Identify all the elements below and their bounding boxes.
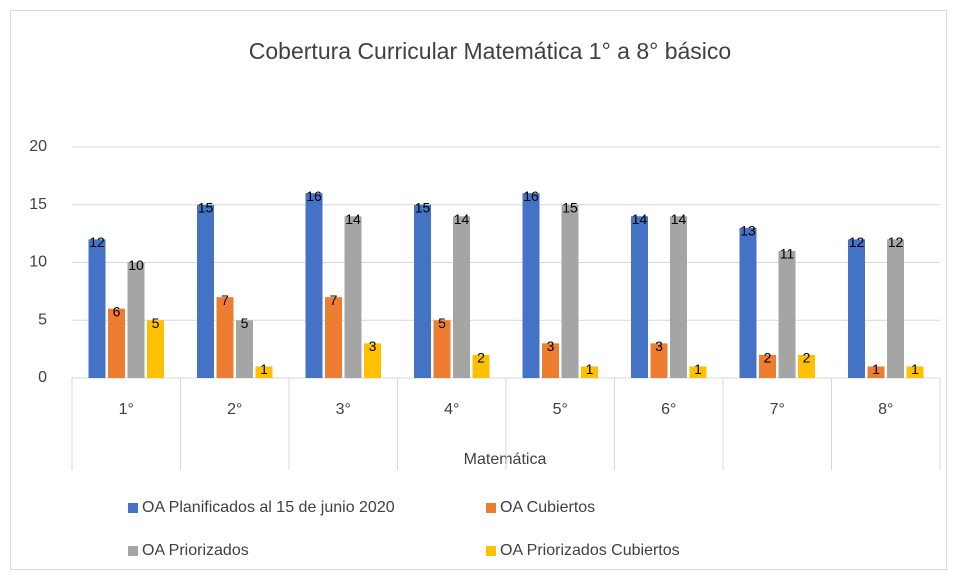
x-tick-label: 2° [227,401,242,418]
y-tick-label: 10 [29,254,47,271]
legend-label: OA Cubiertos [500,499,595,516]
y-tick-label: 5 [38,311,47,328]
data-label: 12 [89,234,105,250]
data-label: 5 [438,315,446,331]
legend-swatch [128,546,138,556]
legend-swatch [486,546,496,556]
legend-swatch [128,503,138,513]
y-tick-label: 20 [29,138,47,155]
legend-swatch [486,503,496,513]
bar [867,366,885,378]
bar [631,216,648,378]
bar [127,262,145,378]
data-label: 2 [803,350,811,366]
data-label: 1 [911,361,919,377]
bar [650,343,668,378]
x-tick-label: 4° [444,401,459,418]
bar [236,320,253,378]
bar [689,366,707,378]
bar [472,354,490,378]
data-label: 1 [872,361,880,377]
data-label: 3 [547,338,555,354]
bar [364,343,381,378]
bar [414,204,431,378]
data-label: 11 [780,246,795,262]
chart-title: Cobertura Curricular Matemática 1° a 8° … [249,38,731,64]
bar [542,343,559,378]
bar [305,193,323,378]
bar [433,320,451,378]
data-label: 3 [369,338,377,354]
legend-label: OA Planificados al 15 de junio 2020 [142,499,395,516]
bar [325,297,342,378]
data-label: 1 [586,361,594,377]
data-label: 7 [221,292,229,308]
data-label: 12 [888,234,904,250]
bar [453,216,470,378]
bar [255,366,273,378]
x-axis-title: Matemática [464,451,547,468]
x-tick-label: 7° [770,401,785,418]
data-label: 14 [671,211,687,227]
bar [561,204,579,378]
chart-border [10,10,947,570]
data-label: 15 [198,199,214,215]
bar [522,193,540,378]
data-label: 16 [306,188,322,204]
bar [108,308,125,378]
y-tick-label: 0 [38,369,47,386]
bar [147,320,164,378]
bar [848,239,865,378]
bar [906,366,924,378]
data-label: 3 [655,338,663,354]
bar [670,216,687,378]
data-label: 10 [128,257,144,273]
bar [887,239,904,378]
bar [216,297,234,378]
x-tick-label: 8° [878,401,893,418]
data-label: 15 [562,199,578,215]
data-label: 16 [523,188,539,204]
bar [798,354,815,378]
legend-label: OA Priorizados [142,542,249,559]
data-label: 5 [152,315,160,331]
data-label: 1 [260,361,268,377]
x-tick-label: 5° [553,401,568,418]
x-tick-label: 3° [336,401,351,418]
legend-label: OA Priorizados Cubiertos [500,542,680,559]
data-label: 14 [345,211,361,227]
data-label: 14 [632,211,648,227]
y-tick-label: 15 [29,196,47,213]
bar [88,239,106,378]
data-label: 12 [849,234,865,250]
bar [778,250,796,378]
x-tick-label: 1° [119,401,134,418]
data-label: 2 [764,350,772,366]
bar [759,354,776,378]
data-label: 7 [330,292,338,308]
data-label: 13 [740,223,756,239]
data-label: 6 [113,303,121,319]
data-label: 15 [415,199,431,215]
data-label: 14 [454,211,470,227]
x-tick-label: 6° [661,401,676,418]
bar [197,204,214,378]
bar [739,227,757,378]
data-label: 2 [477,350,485,366]
bar [581,366,598,378]
data-label: 5 [241,315,249,331]
bar [344,216,362,378]
data-label: 1 [694,361,702,377]
